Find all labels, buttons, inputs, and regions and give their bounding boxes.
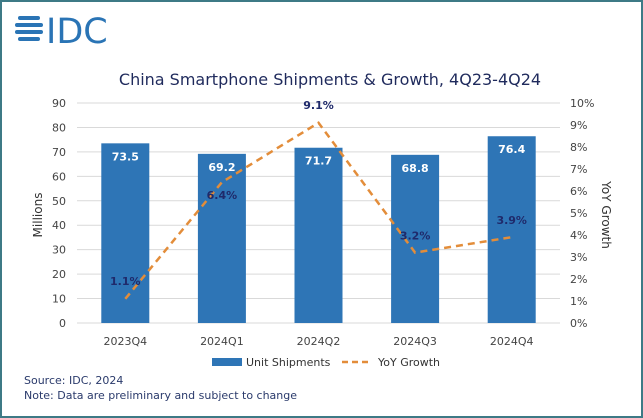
y2-tick-label: 9% (570, 119, 587, 132)
legend-label-shipments: Unit Shipments (246, 356, 331, 369)
y-tick-label: 10 (52, 293, 66, 306)
bar-data-label: 69.2 (208, 161, 235, 174)
y2-tick-label: 4% (570, 229, 587, 242)
legend-label-growth: YoY Growth (377, 356, 440, 369)
source-text: Source: IDC, 2024 (24, 374, 124, 387)
y2-tick-label: 1% (570, 295, 587, 308)
y-tick-label: 40 (52, 219, 66, 232)
y-tick-label: 50 (52, 195, 66, 208)
logo-text: IDC (46, 12, 108, 48)
x-tick-label: 2024Q4 (490, 335, 534, 348)
x-tick-label: 2023Q4 (103, 335, 147, 348)
bar-data-label: 71.7 (305, 155, 332, 168)
bar (487, 136, 536, 323)
bar (391, 154, 440, 323)
bar (294, 147, 343, 323)
line-data-label: 6.4% (207, 189, 238, 202)
y2-tick-label: 10% (570, 97, 594, 110)
y2-tick-label: 8% (570, 141, 587, 154)
y2-tick-label: 6% (570, 185, 587, 198)
bar (101, 143, 150, 323)
line-data-label: 3.9% (496, 214, 527, 227)
y-tick-label: 80 (52, 121, 66, 134)
legend: Unit Shipments YoY Growth (212, 356, 440, 369)
growth-line (124, 121, 512, 300)
y-tick-label: 20 (52, 268, 66, 281)
y2-tick-label: 2% (570, 273, 587, 286)
y-tick-label: 0 (59, 317, 66, 330)
note-text: Note: Data are preliminary and subject t… (24, 389, 298, 402)
chart-title: China Smartphone Shipments & Growth, 4Q2… (119, 70, 541, 89)
legend-bar-swatch (212, 358, 242, 366)
y-tick-label: 90 (52, 97, 66, 110)
y-tick-label: 70 (52, 146, 66, 159)
x-tick-label: 2024Q2 (297, 335, 341, 348)
bar-data-label: 73.5 (112, 150, 139, 163)
y2-tick-label: 5% (570, 207, 587, 220)
bar (197, 153, 246, 323)
line-data-label: 3.2% (400, 230, 431, 243)
y2-tick-label: 0% (570, 317, 587, 330)
bar-data-label: 76.4 (498, 143, 525, 156)
bar-data-label: 68.8 (402, 162, 429, 175)
x-tick-label: 2024Q1 (200, 335, 244, 348)
idc-logo: IDC (15, 12, 108, 48)
y2-tick-label: 7% (570, 163, 587, 176)
line-data-label: 1.1% (110, 275, 141, 288)
y2-axis-title: YoY Growth (599, 180, 613, 249)
y-tick-label: 60 (52, 170, 66, 183)
y2-tick-label: 3% (570, 251, 587, 264)
y-tick-label: 30 (52, 244, 66, 257)
y-axis-title: Millions (31, 193, 45, 238)
x-tick-label: 2024Q3 (393, 335, 437, 348)
line-data-label: 9.1% (303, 99, 334, 112)
